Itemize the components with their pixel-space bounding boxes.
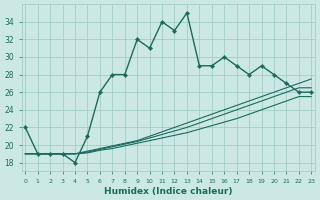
X-axis label: Humidex (Indice chaleur): Humidex (Indice chaleur) [104,187,233,196]
